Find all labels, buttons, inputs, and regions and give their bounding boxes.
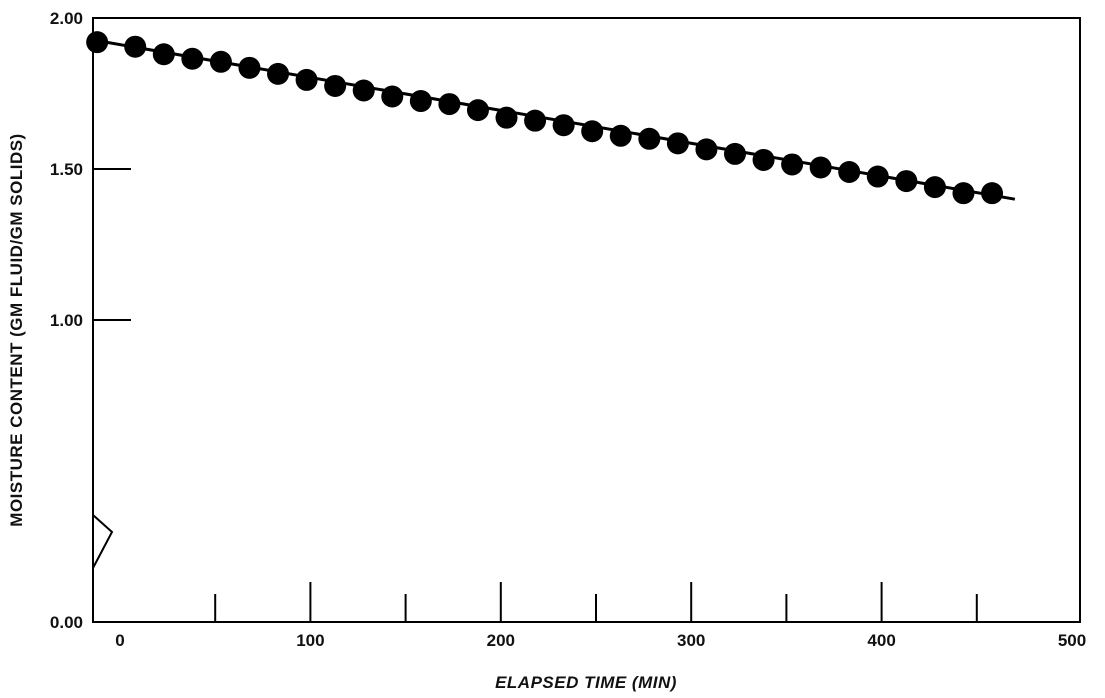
- data-point: [581, 120, 604, 143]
- data-point: [524, 109, 547, 132]
- x-tick-label: 400: [867, 631, 895, 650]
- data-point: [952, 182, 975, 205]
- data-point: [609, 124, 632, 147]
- data-point: [86, 31, 109, 54]
- data-point: [152, 43, 175, 66]
- x-tick-label: 200: [487, 631, 515, 650]
- data-point: [809, 156, 832, 179]
- data-point: [124, 35, 147, 58]
- data-point: [895, 170, 918, 193]
- x-tick-label: 100: [296, 631, 324, 650]
- x-tick-label: 500: [1058, 631, 1086, 650]
- data-point: [409, 90, 432, 113]
- y-axis-title: MOISTURE CONTENT (GM FLUID/GM SOLIDS): [7, 133, 26, 526]
- data-point: [781, 153, 804, 176]
- data-point: [181, 47, 204, 70]
- data-point: [324, 74, 347, 97]
- data-point: [723, 142, 746, 165]
- data-point: [438, 93, 461, 116]
- data-point: [638, 127, 661, 150]
- data-point: [495, 106, 518, 129]
- data-point: [981, 182, 1004, 205]
- y-tick-label: 1.00: [50, 311, 83, 330]
- y-tick-label: 0.00: [50, 613, 83, 632]
- data-point: [666, 132, 689, 155]
- data-point: [352, 79, 375, 102]
- x-tick-label: 0: [115, 631, 124, 650]
- data-series: [86, 31, 1016, 205]
- data-point: [838, 161, 861, 184]
- data-point: [267, 62, 290, 85]
- data-point: [866, 165, 889, 188]
- ticks: [93, 168, 978, 622]
- plot-frame: [92, 17, 1081, 623]
- data-point: [466, 99, 489, 122]
- tick-labels: 0 100 200 300 400 500 0.00 1.00 1.50 2.00: [50, 9, 1086, 650]
- data-point: [752, 148, 775, 171]
- x-axis-title: ELAPSED TIME (MIN): [495, 673, 677, 692]
- y-tick-label: 2.00: [50, 9, 83, 28]
- y-tick-label: 1.50: [50, 160, 83, 179]
- y-axis-break: [92, 514, 114, 569]
- data-point: [695, 138, 718, 161]
- data-point: [552, 114, 575, 137]
- x-tick-label: 300: [677, 631, 705, 650]
- data-point: [238, 56, 261, 79]
- data-point: [209, 50, 232, 73]
- data-point: [295, 68, 318, 91]
- data-point: [923, 176, 946, 199]
- data-point: [381, 85, 404, 108]
